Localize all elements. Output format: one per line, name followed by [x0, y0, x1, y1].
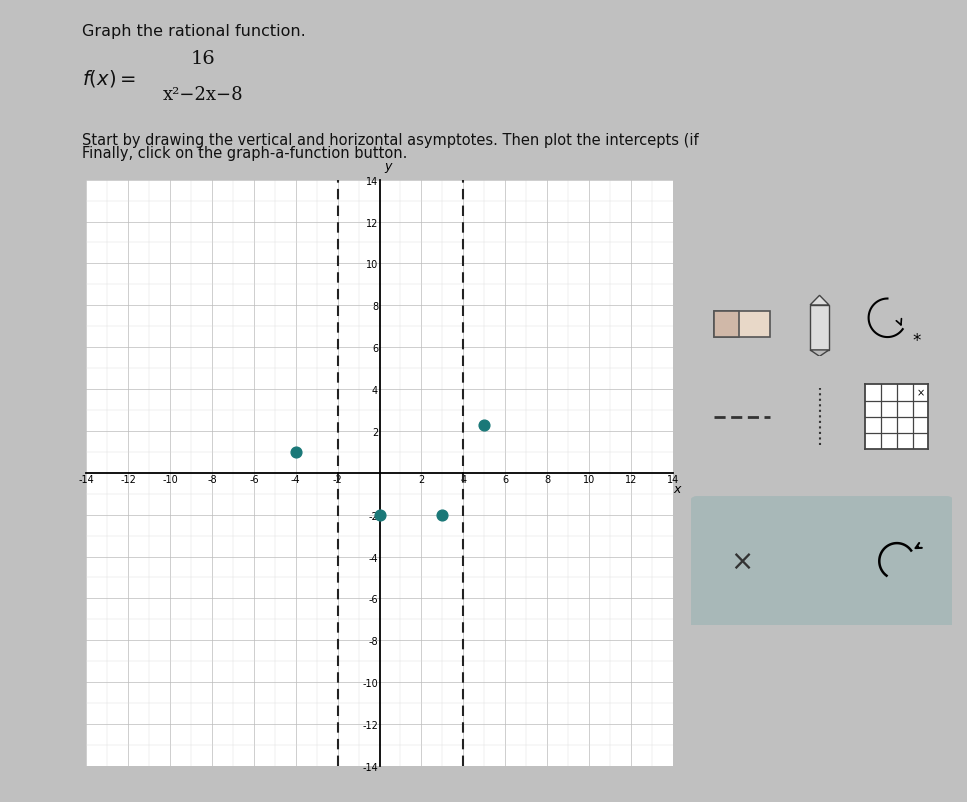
Polygon shape: [810, 296, 829, 306]
Text: Start by drawing the vertical and horizontal asymptotes. Then plot the intercept: Start by drawing the vertical and horizo…: [82, 132, 699, 148]
Polygon shape: [714, 312, 771, 338]
Point: [371, 508, 387, 521]
Point: [434, 508, 450, 521]
Text: y: y: [384, 160, 392, 173]
Text: $f(x)=$: $f(x)=$: [82, 67, 136, 89]
Text: 16: 16: [190, 51, 216, 68]
Text: x: x: [673, 482, 681, 495]
Text: ×: ×: [730, 548, 754, 575]
Point: [477, 419, 492, 431]
Text: *: *: [913, 332, 922, 350]
Polygon shape: [714, 312, 739, 338]
Text: ×: ×: [917, 388, 924, 398]
Polygon shape: [810, 306, 829, 350]
Point: [288, 446, 304, 459]
FancyBboxPatch shape: [689, 496, 955, 630]
Text: Graph the rational function.: Graph the rational function.: [82, 24, 306, 39]
Text: Finally, click on the graph-a-function button.: Finally, click on the graph-a-function b…: [82, 146, 407, 161]
Text: x²−2x−8: x²−2x−8: [162, 87, 244, 104]
Polygon shape: [810, 350, 829, 357]
